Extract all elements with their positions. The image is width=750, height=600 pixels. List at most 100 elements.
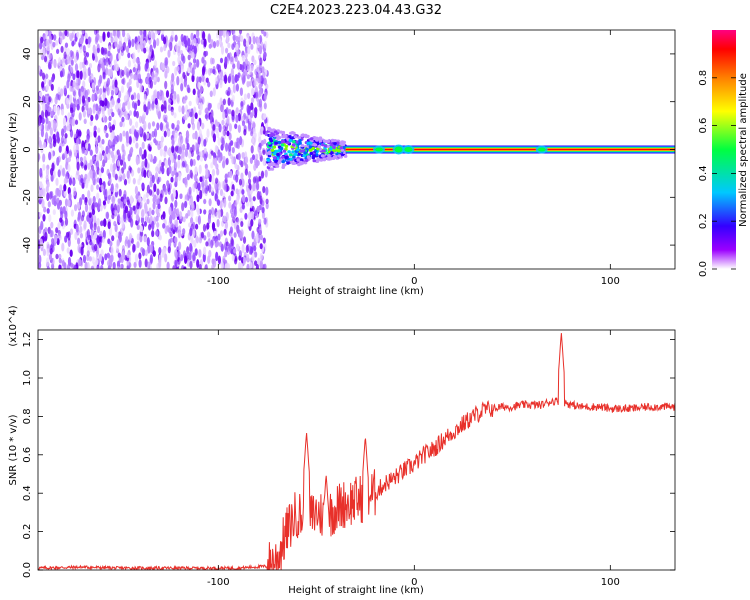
colorbar-tick-label: 0.8 — [698, 70, 709, 86]
spread-cell — [329, 147, 333, 151]
spread-cell — [296, 148, 300, 152]
noise-cell — [107, 194, 112, 201]
noise-cell — [38, 233, 40, 240]
noise-cell — [113, 63, 117, 71]
noise-cell — [210, 162, 214, 169]
noise-cell — [217, 233, 221, 241]
noise-cell — [57, 202, 61, 210]
noise-cell — [111, 155, 116, 164]
noise-cell — [166, 225, 170, 232]
y-tick-label: 1.0 — [22, 370, 33, 386]
noise-cell — [178, 146, 182, 155]
noise-cell — [228, 123, 232, 132]
noise-cell — [66, 97, 70, 105]
noise-cell — [117, 97, 121, 104]
noise-cell — [239, 231, 243, 239]
noise-cell — [238, 255, 242, 261]
noise-cell — [96, 177, 100, 183]
noise-cell — [56, 131, 60, 140]
noise-cell — [231, 203, 235, 210]
noise-cell — [174, 161, 178, 169]
noise-cell — [180, 76, 184, 85]
noise-cell — [207, 33, 211, 43]
noise-cell — [146, 236, 150, 247]
noise-cell — [140, 216, 145, 224]
noise-cell — [185, 111, 189, 119]
noise-cell — [234, 163, 238, 169]
noise-cell — [49, 247, 53, 255]
noise-cell — [144, 202, 148, 211]
noise-cell — [76, 70, 80, 79]
noise-cell — [263, 113, 267, 120]
noise-cell — [223, 198, 227, 208]
noise-cell — [187, 54, 191, 61]
noise-cell — [137, 167, 141, 174]
noise-cell — [75, 143, 79, 154]
noise-cell — [228, 201, 232, 209]
noise-cell — [257, 99, 261, 108]
noise-cell — [258, 225, 262, 236]
noise-cell — [91, 82, 95, 91]
noise-cell — [168, 165, 172, 174]
noise-cell — [258, 175, 262, 182]
spread-cell — [268, 133, 273, 137]
noise-cell — [85, 142, 89, 150]
noise-cell — [121, 30, 126, 34]
noise-cell — [62, 116, 67, 127]
snr-series-line — [38, 333, 675, 570]
noise-cell — [168, 206, 172, 216]
noise-cell — [136, 92, 140, 102]
noise-cell — [181, 202, 185, 212]
noise-cell — [187, 66, 191, 74]
noise-cell — [148, 207, 152, 217]
noise-cell — [262, 185, 266, 194]
spread-cell — [317, 145, 322, 149]
noise-cell — [126, 252, 130, 259]
noise-cell — [210, 187, 214, 193]
noise-cell — [252, 122, 256, 129]
noise-cell — [94, 48, 98, 58]
spread-cell — [332, 145, 336, 149]
noise-cell — [38, 225, 42, 235]
noise-cell — [43, 141, 47, 149]
noise-cell — [244, 51, 248, 59]
noise-cell — [208, 198, 212, 207]
noise-cell — [231, 146, 235, 154]
noise-cell — [263, 102, 267, 110]
noise-cell — [100, 184, 104, 192]
noise-cell — [43, 55, 48, 63]
noise-cell — [220, 45, 225, 55]
noise-cell — [258, 90, 262, 98]
noise-cell — [197, 215, 201, 225]
noise-cell — [156, 195, 160, 205]
colorbar-ticks: 0.0 0.2 0.4 0.6 0.8 — [698, 70, 736, 277]
noise-cell — [178, 172, 182, 182]
noise-cell — [58, 145, 62, 153]
spread-cell — [306, 141, 311, 145]
noise-cell — [160, 135, 164, 143]
noise-cell — [230, 236, 234, 247]
noise-cell — [111, 111, 115, 118]
noise-cell — [259, 57, 263, 66]
noise-cell — [104, 253, 108, 261]
noise-cell — [56, 106, 60, 116]
noise-cell — [78, 130, 82, 137]
noise-cell — [254, 86, 258, 92]
noise-cell — [59, 206, 64, 215]
noise-cell — [140, 246, 144, 253]
noise-cell — [151, 209, 155, 216]
noise-cell — [48, 151, 52, 161]
noise-cell — [204, 264, 208, 269]
x-tick-label: -100 — [207, 276, 230, 287]
noise-cell — [217, 149, 221, 158]
noise-cell — [192, 158, 196, 167]
noise-cell — [176, 93, 180, 103]
noise-cell — [127, 101, 131, 110]
noise-cell — [80, 214, 85, 222]
spread-cell — [282, 149, 287, 153]
noise-cell — [140, 230, 144, 237]
noise-cell — [137, 44, 141, 53]
noise-cell — [198, 109, 202, 116]
noise-cell — [77, 237, 81, 245]
noise-cell — [246, 201, 250, 207]
